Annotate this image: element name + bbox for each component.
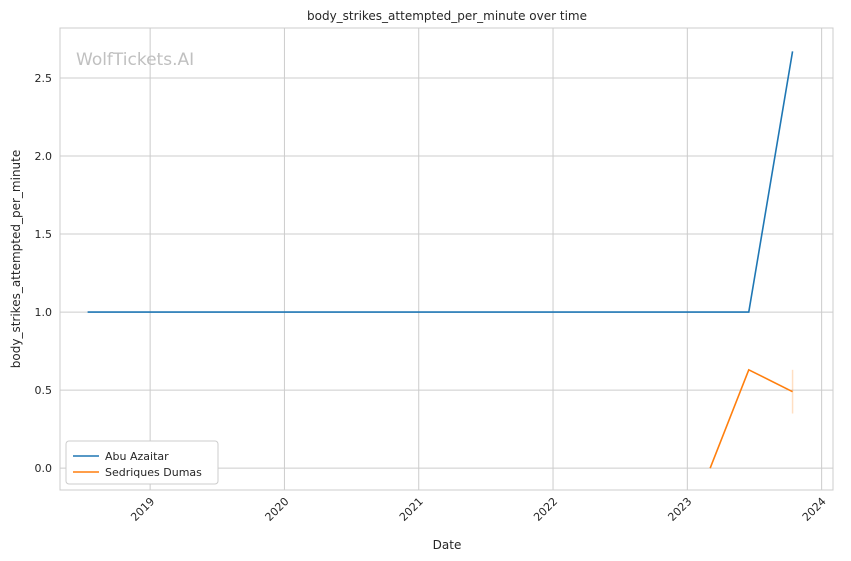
y-tick-label: 1.5 [35,228,53,241]
x-tick-label: 2024 [800,495,829,524]
legend-label: Sedriques Dumas [105,466,202,479]
x-tick-label: 2021 [397,495,426,524]
y-tick-label: 0.5 [35,384,53,397]
x-tick-label: 2020 [263,495,292,524]
watermark: WolfTickets.AI [76,50,194,70]
y-tick-label: 0.0 [35,462,53,475]
plot-area [59,27,834,491]
y-tick-label: 2.0 [35,150,53,163]
y-tick-label: 1.0 [35,306,53,319]
x-tick-label: 2019 [128,495,157,524]
y-tick-label: 2.5 [35,72,53,85]
series-line-0 [87,51,794,313]
legend: Abu Azaitar Sedriques Dumas [65,440,219,485]
x-tick-label: 2023 [665,495,694,524]
chart-title: body_strikes_attempted_per_minute over t… [307,9,587,23]
legend-label: Abu Azaitar [105,450,169,463]
x-tick-label: 2022 [531,495,560,524]
y-axis-label: body_strikes_attempted_per_minute [9,150,23,368]
x-axis-label: Date [433,538,462,552]
series-line-1 [709,368,793,469]
